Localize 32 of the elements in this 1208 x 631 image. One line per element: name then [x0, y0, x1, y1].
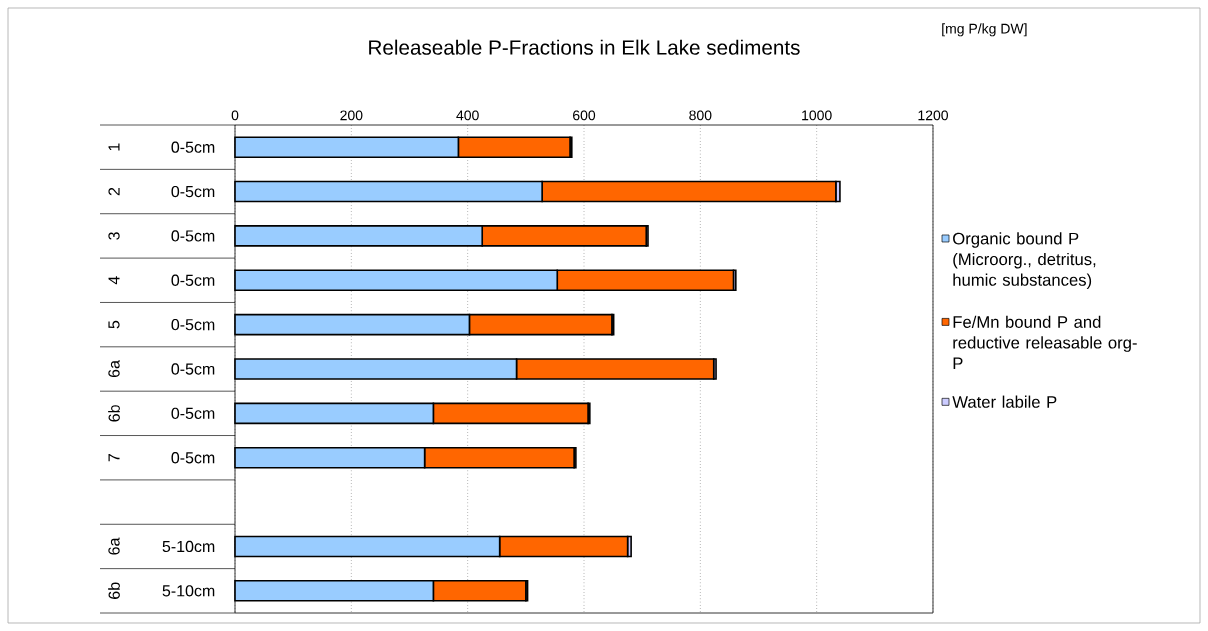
x-tick-label: 400: [456, 110, 479, 121]
x-tick-label: 200: [340, 110, 363, 121]
x-tick-label: 800: [689, 110, 712, 121]
text: [mg P/kg DW]: [942, 23, 1027, 37]
legend-label: Organic bound P (Microorg., detritus, humic substances): [953, 232, 1096, 290]
text: 0-5cm: [171, 363, 215, 375]
x-tick-label: 600: [573, 110, 596, 121]
y-tick-label: 6b: [108, 405, 120, 422]
y-tick-label: 7: [108, 454, 120, 462]
y-tick-label: 6a: [108, 537, 120, 555]
y-tick-label: 6b: [108, 582, 120, 599]
x-tick-label: 1200: [918, 110, 949, 121]
x-tick-label: 1000: [802, 110, 832, 121]
y-tick-label: 5: [108, 320, 120, 329]
y-tick-label: 4: [108, 276, 120, 285]
text: 0-5cm: [171, 141, 215, 153]
y-tick-label: 1: [108, 143, 120, 151]
y-tick-label: 2: [108, 187, 120, 196]
legend-label: Water labile P: [952, 395, 1057, 408]
text: 0-5cm: [171, 185, 215, 198]
y-tick-label: 3: [108, 232, 120, 240]
text: 0-5cm: [171, 274, 215, 286]
chart-title: Releaseable P-Fractions in Elk Lake sediments: [369, 39, 800, 55]
text: 0-5cm: [171, 318, 215, 331]
y-tick-label: 6a: [108, 360, 120, 378]
text: 0-5cm: [171, 230, 215, 242]
text: 0-5cm: [171, 407, 215, 420]
x-tick-label: 0: [231, 110, 239, 121]
legend-label: Fe/Mn bound P and reductive releasable org-P: [953, 315, 1137, 370]
text: 5-10cm: [162, 540, 215, 553]
text: 0-5cm: [171, 452, 215, 464]
text: 5-10cm: [162, 585, 215, 597]
